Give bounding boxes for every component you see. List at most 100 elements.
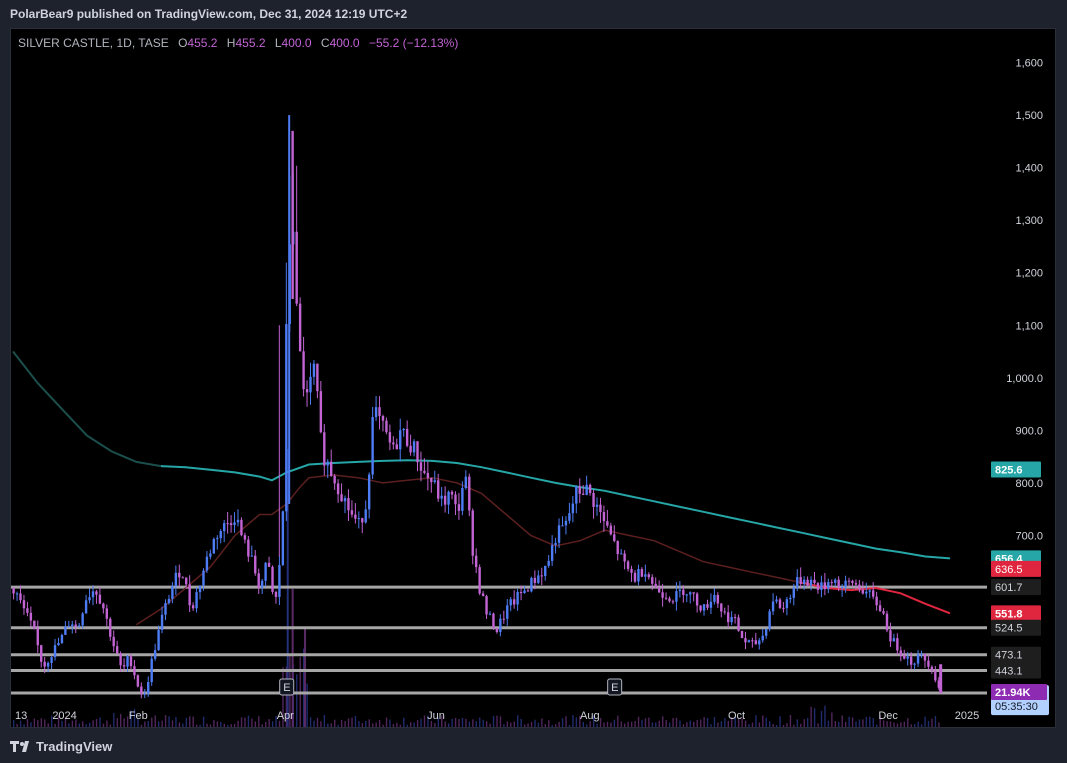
candle-body [661, 592, 664, 598]
volume-bar [865, 716, 868, 727]
volume-bar [327, 723, 329, 727]
candle-body [547, 560, 550, 566]
candle-body [678, 589, 682, 592]
volume-bar [285, 666, 288, 727]
volume-bar [679, 720, 681, 727]
candle-body [861, 589, 865, 594]
volume-bar [544, 724, 547, 727]
volume-bar [693, 721, 695, 727]
volume-bar [496, 715, 498, 727]
volume-bar [510, 722, 512, 727]
candle-body [274, 591, 278, 597]
candle-body [195, 592, 198, 609]
candle-body [226, 523, 229, 525]
candle-body [578, 486, 581, 494]
volume-bar [368, 719, 370, 727]
candle-body [544, 565, 547, 576]
ma-200-line-old [12, 350, 162, 468]
candle-body [934, 670, 937, 681]
volume-bar [634, 720, 636, 727]
volume-bar [789, 715, 792, 727]
volume-bar [175, 717, 177, 727]
volume-bar [140, 724, 143, 727]
publisher-line: PolarBear9 published on TradingView.com,… [10, 7, 408, 21]
volume-bar [244, 717, 246, 727]
volume-bar [606, 721, 609, 727]
volume-bar [106, 720, 108, 727]
volume-bar [582, 721, 585, 727]
volume-bar [126, 716, 129, 727]
candle-body [305, 389, 309, 393]
volume-bar [434, 722, 436, 727]
candle-body [247, 539, 250, 557]
candle-body [74, 624, 77, 627]
price-label: 473.1 [995, 650, 1023, 662]
volume-bar [472, 719, 474, 727]
volume-bar [748, 724, 750, 727]
volume-bar [534, 719, 536, 727]
candle-body [450, 491, 454, 495]
candle-body [802, 579, 806, 585]
volume-bar [554, 724, 557, 727]
candle-body [185, 577, 188, 585]
candle-body [640, 569, 644, 577]
candle-body [789, 597, 792, 600]
candle-body [212, 538, 216, 554]
volume-bar [589, 721, 591, 727]
candle-body [119, 653, 122, 666]
candle-body [813, 579, 816, 584]
candle-body [806, 579, 809, 586]
volume-bar [116, 718, 118, 727]
volume-bar [503, 724, 505, 727]
volume-bar [489, 723, 491, 727]
volume-bar [78, 723, 80, 727]
volume-bar [202, 716, 205, 727]
candle-body [782, 607, 785, 609]
volume-bar [527, 723, 529, 727]
candle-body [240, 519, 243, 536]
volume-bar [713, 717, 716, 727]
candle-body [754, 640, 758, 645]
volume-bar [624, 723, 626, 727]
volume-bar [216, 721, 219, 727]
legend-low-label: L [274, 36, 282, 50]
candle-body [316, 363, 319, 392]
candle-body [492, 613, 495, 629]
candle-body [15, 593, 19, 595]
volume-bar [637, 716, 640, 727]
volume-bar [727, 720, 729, 727]
volume-bar [57, 715, 60, 727]
candle-body [785, 599, 789, 609]
volume-bar [786, 723, 788, 727]
volume-bar [82, 721, 84, 727]
candle-body [816, 583, 820, 590]
candle-body [112, 636, 115, 647]
volume-bar [613, 719, 616, 727]
tradingview-logo[interactable]: TradingView [10, 737, 112, 755]
volume-label: 21.94K [995, 687, 1031, 699]
candle-body [499, 618, 502, 633]
volume-bar [19, 720, 22, 727]
volume-bar [927, 720, 930, 727]
candle-body [202, 570, 205, 586]
candle-body [371, 417, 374, 475]
volume-bar [192, 716, 194, 727]
x-tick-label: Jun [427, 710, 445, 722]
candle-body [637, 569, 640, 582]
chart-frame[interactable]: E E 1,600 1,500 1,400 1,300 1,200 1,100 1,000.0 9… [10, 28, 1056, 728]
candle-body [530, 577, 533, 592]
y-tick-label: 900.0 [1015, 425, 1043, 437]
candle-body [865, 591, 868, 594]
volume-bar [734, 717, 736, 727]
volume-bar [592, 715, 595, 727]
volume-bar [844, 721, 847, 727]
volume-bar [934, 715, 937, 727]
volume-bar [423, 715, 426, 727]
volume-bar [458, 719, 460, 727]
volume-bar [306, 683, 308, 727]
candle-body [81, 613, 84, 626]
candle-body [847, 580, 851, 582]
price-chart[interactable]: E E 1,600 1,500 1,400 1,300 1,200 1,100 1,000.0 9… [11, 29, 1055, 727]
volume-bar [872, 718, 874, 727]
candle-body [250, 555, 253, 557]
